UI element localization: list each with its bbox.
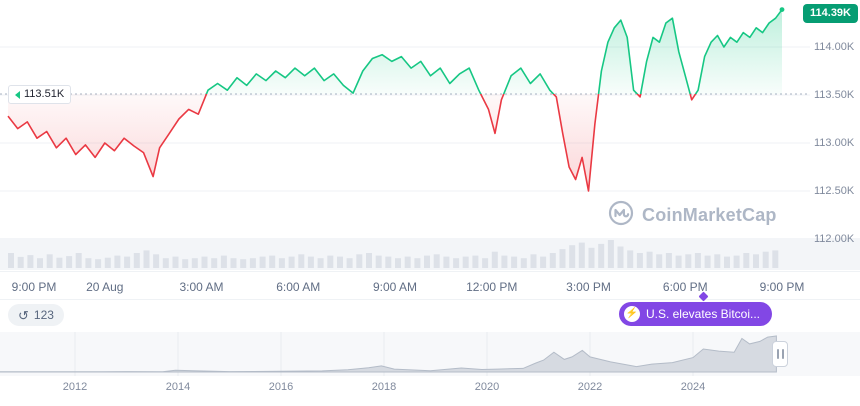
x-axis: 9:00 PM 20 Aug 3:00 AM 6:00 AM 9:00 AM 12:00 … <box>0 271 860 300</box>
y-axis-label: 114.00K <box>814 41 855 53</box>
mini-year-label: 2012 <box>63 381 87 393</box>
price-chart[interactable] <box>0 0 860 270</box>
x-axis-label: 12:00 PM <box>466 280 518 294</box>
mini-year-label: 2014 <box>166 381 190 393</box>
watermark-text: CoinMarketCap <box>642 205 777 225</box>
x-axis-label: 9:00 AM <box>372 280 418 294</box>
timeline-minimap-area: 2012 2014 2016 2018 2020 2022 2024 <box>0 332 860 401</box>
lightning-icon: ⚡ <box>623 306 640 322</box>
mini-year-label: 2020 <box>475 381 499 393</box>
y-axis-label: 113.00K <box>814 137 855 149</box>
price-chart-area: 114.00K 113.50K 113.00K 112.50K 112.00K 114.… <box>0 0 860 270</box>
mini-year-label: 2018 <box>372 381 396 393</box>
mini-year-label: 2016 <box>269 381 293 393</box>
x-axis-label: 3:00 AM <box>179 280 224 294</box>
news-pill[interactable]: ⚡ U.S. elevates Bitcoi... <box>618 302 772 326</box>
y-axis-label: 112.00K <box>814 233 855 245</box>
news-pill-label: U.S. elevates Bitcoi... <box>645 307 760 321</box>
range-handle[interactable] <box>772 341 788 367</box>
x-axis-label: 9:00 PM <box>759 280 805 294</box>
y-axis-label: 112.50K <box>814 185 855 197</box>
baseline-price-value: 113.51K <box>24 88 65 101</box>
current-price-badge: 114.39K <box>803 4 858 23</box>
x-axis-label: 6:00 PM <box>662 280 708 294</box>
coinmarketcap-watermark: CoinMarketCap <box>608 200 777 231</box>
x-axis-label: 6:00 AM <box>276 280 321 294</box>
baseline-price-label: 113.51K <box>8 85 72 105</box>
mini-year-label: 2024 <box>681 381 705 393</box>
x-axis-label: 3:00 PM <box>566 280 611 294</box>
chart-toolbar: ↺ 123 ⚡ U.S. elevates Bitcoi... <box>0 291 860 332</box>
x-axis-label: 20 Aug <box>86 280 124 294</box>
history-icon: ↺ <box>18 307 29 323</box>
x-axis-label: 9:00 PM <box>11 280 57 294</box>
coinmarketcap-logo-icon <box>608 200 634 231</box>
y-axis-label: 113.50K <box>814 89 855 101</box>
timeline-minimap[interactable]: 2012 2014 2016 2018 2020 2022 2024 <box>0 332 860 401</box>
history-count: 123 <box>33 308 54 322</box>
grip-icon <box>776 349 779 359</box>
history-count-badge[interactable]: ↺ 123 <box>8 304 64 326</box>
mini-year-label: 2022 <box>578 381 602 393</box>
baseline-arrow-icon <box>15 90 20 99</box>
